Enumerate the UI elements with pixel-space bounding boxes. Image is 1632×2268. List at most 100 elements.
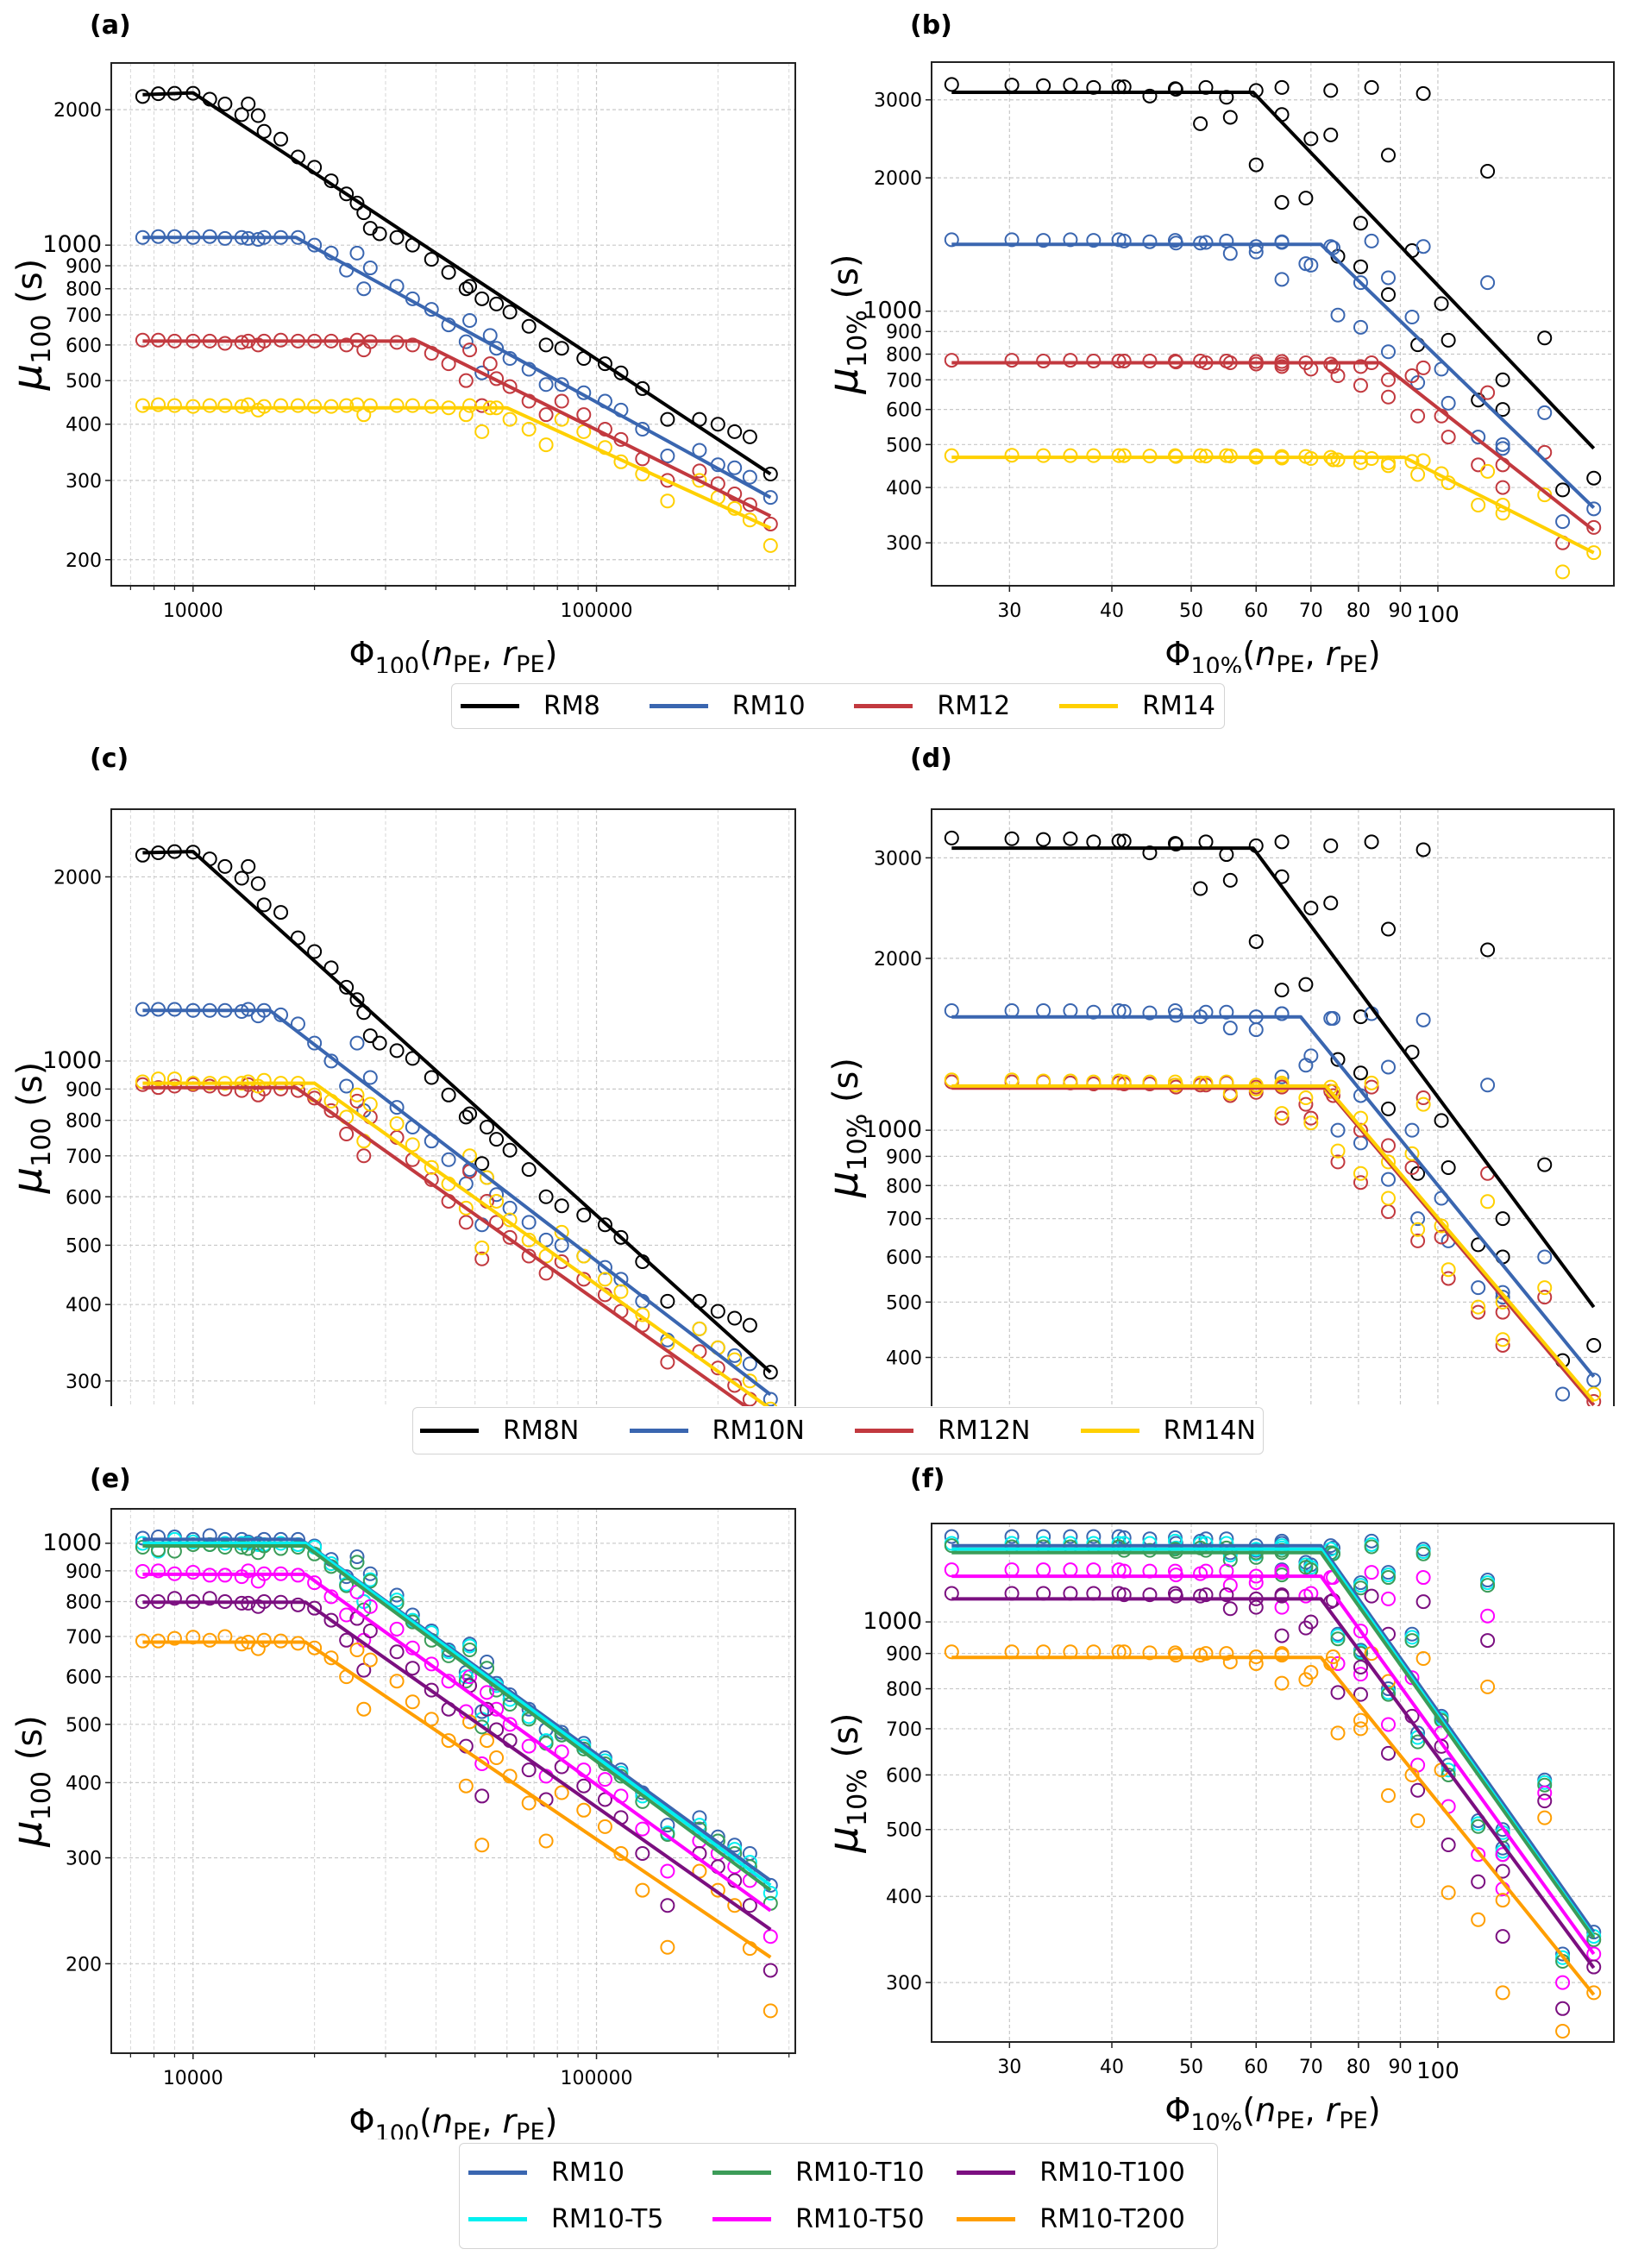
y-tick-label: 700	[66, 1147, 102, 1168]
data-point	[349, 1549, 365, 1564]
legend-rm: RM8 RM10 RM12 RM14	[451, 683, 1225, 729]
data-point	[1364, 1539, 1379, 1555]
data-point	[1004, 831, 1020, 846]
fit-line-rm14	[142, 405, 772, 531]
data-point	[1353, 259, 1368, 274]
data-point	[1555, 564, 1571, 580]
fit-line-rm12	[951, 361, 1595, 532]
data-point	[1537, 1290, 1553, 1305]
data-point	[727, 1310, 743, 1326]
data-point	[1323, 838, 1339, 853]
y-tick-label: 700	[886, 370, 922, 392]
data-point	[307, 1640, 323, 1655]
data-point	[944, 77, 959, 92]
legend-swatch	[854, 704, 913, 708]
fit-line-rm10	[142, 1537, 772, 1882]
y-tick-label: 600	[66, 336, 102, 357]
data-point	[1410, 467, 1426, 482]
data-point	[458, 373, 474, 388]
data-point	[256, 1632, 272, 1648]
y-tick-label: 800	[66, 1111, 102, 1133]
data-point	[323, 1103, 339, 1118]
legend-item-rm14: RM14	[1059, 691, 1215, 721]
data-point	[1198, 1646, 1214, 1662]
data-point	[1555, 1975, 1571, 1990]
data-point	[1303, 1110, 1319, 1126]
data-point	[462, 398, 478, 413]
data-point	[1198, 1004, 1214, 1020]
data-point	[1586, 470, 1602, 486]
series-layer	[944, 1529, 1602, 2039]
data-point	[1441, 1762, 1456, 1778]
data-point	[1415, 1594, 1431, 1610]
plot-frame	[931, 808, 1615, 1406]
data-point	[166, 398, 182, 413]
data-point	[356, 281, 372, 297]
data-point	[250, 231, 266, 247]
legend-label: RM10-T200	[1039, 2204, 1185, 2235]
data-point	[1116, 353, 1132, 368]
legend-label: RM14N	[1163, 1416, 1256, 1446]
data-point	[763, 537, 778, 553]
data-point	[1537, 1157, 1553, 1172]
x-tick-label: 10000	[163, 2068, 223, 2089]
data-point	[323, 1650, 339, 1666]
data-point	[1555, 514, 1571, 530]
data-point	[1404, 368, 1420, 384]
data-point	[1441, 430, 1456, 445]
panel-label-b: (b)	[910, 10, 952, 41]
x-grid	[129, 1509, 790, 2053]
plot-area	[932, 62, 1614, 586]
data-point	[1471, 1847, 1486, 1863]
data-point	[944, 353, 959, 368]
legend-label: RM12N	[938, 1416, 1031, 1446]
data-point	[1274, 983, 1290, 998]
x-tick-label: 60	[1244, 2057, 1268, 2078]
data-point	[1353, 1165, 1368, 1181]
data-point	[1248, 239, 1264, 254]
data-point	[1326, 1649, 1341, 1665]
data-point	[1586, 1959, 1602, 1975]
data-point	[1441, 1885, 1456, 1900]
data-point	[1381, 1059, 1397, 1075]
data-point	[202, 1632, 217, 1648]
data-point	[1274, 1106, 1290, 1121]
y-tick-label: 1000	[863, 1608, 922, 1635]
y-tick-label: 1000	[42, 231, 102, 258]
data-point	[1063, 232, 1078, 248]
x-axis-label: Φ10%(nPE, rPE)	[1164, 2091, 1380, 2136]
data-point	[217, 398, 233, 413]
data-point	[217, 858, 233, 874]
series-rm8n	[944, 830, 1602, 1368]
chart-panel-d: 3040506070809010030040050060070080090010…	[819, 808, 1615, 1406]
legend-label: RM10	[551, 2157, 625, 2188]
plot-area	[111, 1509, 795, 2053]
data-point	[462, 1638, 478, 1654]
data-point	[1222, 246, 1238, 261]
data-point	[613, 1229, 629, 1245]
data-point	[405, 1661, 420, 1676]
data-point	[1036, 1529, 1051, 1544]
data-point	[538, 1232, 554, 1247]
legend-item-rm8: RM8	[461, 691, 600, 721]
data-point	[1198, 1587, 1214, 1603]
data-point	[234, 107, 249, 123]
data-point	[597, 1772, 612, 1787]
data-point	[1198, 235, 1214, 250]
data-point	[1471, 1280, 1486, 1296]
chart-panel-e: 10000 100000 200 300 400 500 600 700 800 900 1000 Φ…	[3, 1508, 796, 2139]
data-point	[389, 1116, 405, 1132]
data-point	[1142, 353, 1158, 368]
data-point	[1326, 359, 1341, 374]
data-point	[1303, 1048, 1319, 1064]
data-point	[1586, 545, 1602, 561]
fit-line-rm10-t200	[951, 1655, 1596, 1996]
fit-line-rm10	[142, 236, 772, 499]
legend-item-rm10: RM10	[649, 691, 806, 721]
data-point	[1586, 1393, 1602, 1406]
data-point	[372, 1035, 387, 1051]
x-grid	[1008, 62, 1439, 586]
legend-swatch	[957, 2217, 1016, 2222]
data-point	[1274, 195, 1290, 210]
data-point	[1063, 1529, 1078, 1544]
